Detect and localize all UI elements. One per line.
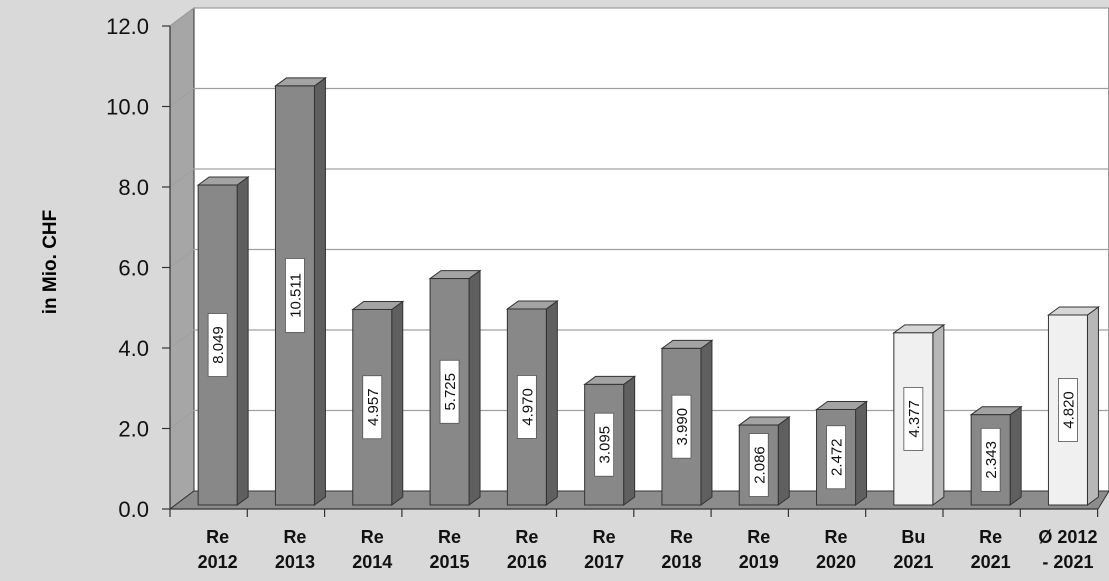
y-tick-label: 10.0 bbox=[106, 95, 149, 120]
bars bbox=[196, 76, 1100, 506]
bar-side bbox=[391, 300, 404, 506]
x-tick-label: Re bbox=[361, 527, 384, 547]
data-label-box bbox=[439, 359, 460, 424]
x-tick-label: 2014 bbox=[352, 552, 392, 572]
data-label-box bbox=[207, 313, 228, 377]
data-label-text: 3.990 bbox=[674, 408, 691, 446]
x-tick-label: 2019 bbox=[739, 552, 779, 572]
x-tick-label: Re bbox=[283, 527, 306, 547]
data-label-text: 8.049 bbox=[210, 326, 227, 364]
x-tick-label: Re bbox=[747, 527, 770, 547]
data-label-text: 4.970 bbox=[519, 388, 536, 426]
data-label-text: 5.725 bbox=[442, 373, 459, 411]
bar-side bbox=[313, 76, 326, 506]
x-tick-label: Re bbox=[670, 527, 693, 547]
y-tick-label: 2.0 bbox=[118, 417, 149, 442]
data-label-box bbox=[826, 425, 846, 490]
y-tick-label: 8.0 bbox=[118, 175, 149, 200]
bar-side bbox=[700, 339, 713, 506]
x-tick-label: 2020 bbox=[816, 552, 856, 572]
data-label: 4.820 bbox=[1058, 378, 1078, 442]
x-tick-label: 2021 bbox=[971, 552, 1011, 572]
x-tick-label: Re bbox=[206, 527, 229, 547]
x-tick-label: 2012 bbox=[198, 552, 238, 572]
x-tick-label: Re bbox=[593, 527, 616, 547]
data-label-box bbox=[594, 412, 615, 477]
data-label: 4.377 bbox=[903, 387, 924, 451]
bar-side bbox=[1009, 405, 1022, 506]
data-label-box bbox=[362, 375, 383, 440]
data-label: 10.511 bbox=[285, 258, 305, 333]
x-tick-label: 2015 bbox=[430, 552, 470, 572]
bar-side bbox=[236, 176, 249, 506]
bar-side bbox=[932, 323, 945, 506]
data-label: 3.095 bbox=[594, 412, 615, 477]
data-label: 3.990 bbox=[671, 394, 692, 459]
bar bbox=[428, 269, 482, 506]
data-labels: 8.049 10.511 4.957 5.725 4.970 3.095 3.990 2.08… bbox=[207, 258, 1078, 497]
x-tick-label: Re bbox=[438, 527, 461, 547]
data-label: 2.472 bbox=[826, 425, 846, 490]
x-tick-label: 2013 bbox=[275, 552, 315, 572]
gridline bbox=[169, 87, 1109, 107]
data-label-box bbox=[903, 387, 924, 451]
data-label: 5.725 bbox=[439, 359, 460, 424]
axes: 0.0 2.0 4.0 6.0 8.0 10.0 12.0 Re 2012 Re 2013 Re 201… bbox=[106, 14, 1099, 572]
y-tick-label: 12.0 bbox=[106, 14, 149, 39]
data-label: 8.049 bbox=[207, 313, 228, 377]
gridline bbox=[169, 7, 1109, 27]
bar-side bbox=[623, 375, 636, 506]
x-tick-label: Re bbox=[979, 527, 1002, 547]
data-label-box bbox=[671, 394, 692, 459]
x-tick-label: 2018 bbox=[661, 552, 701, 572]
data-label-box bbox=[285, 258, 305, 333]
x-tick-label: 2017 bbox=[584, 552, 624, 572]
gridline bbox=[169, 248, 1109, 268]
x-tick-label: Ø 2012 bbox=[1038, 527, 1097, 547]
bar-side bbox=[545, 299, 558, 506]
bar-side bbox=[777, 416, 790, 506]
bar-side bbox=[468, 269, 481, 506]
x-tick-label: Bu bbox=[901, 527, 925, 547]
y-tick-label: 4.0 bbox=[118, 336, 149, 361]
data-label-text: 10.511 bbox=[287, 273, 304, 318]
gridline bbox=[169, 409, 1109, 429]
x-tick-label: 2016 bbox=[507, 552, 547, 572]
x-tick-label: - 2021 bbox=[1042, 552, 1093, 572]
data-label-box bbox=[516, 375, 537, 439]
data-label-text: 2.472 bbox=[829, 438, 846, 476]
gridline bbox=[169, 329, 1109, 349]
y-tick-label: 0.0 bbox=[118, 497, 149, 522]
y-tick-label: 6.0 bbox=[118, 256, 149, 281]
data-label: 2.086 bbox=[748, 433, 769, 497]
data-label: 4.957 bbox=[362, 375, 383, 440]
gridlines bbox=[169, 7, 1109, 429]
data-label-text: 2.086 bbox=[751, 446, 768, 484]
data-label-text: 3.095 bbox=[597, 426, 614, 464]
data-label: 2.343 bbox=[980, 427, 1001, 492]
bar-side bbox=[1086, 306, 1099, 506]
y-axis-title: in Mio. CHF bbox=[40, 210, 61, 314]
x-tick-label: 2021 bbox=[893, 552, 933, 572]
x-tick-label: Re bbox=[515, 527, 538, 547]
data-label-text: 4.957 bbox=[365, 388, 382, 426]
data-label-box bbox=[1058, 378, 1078, 442]
data-label-box bbox=[980, 427, 1001, 492]
bar-side bbox=[855, 400, 868, 506]
data-label: 4.970 bbox=[516, 375, 537, 439]
data-label-text: 4.377 bbox=[906, 400, 923, 438]
data-label-box bbox=[748, 433, 769, 497]
gridline bbox=[169, 168, 1109, 188]
data-label-text: 2.343 bbox=[983, 441, 1000, 479]
bar bbox=[273, 76, 327, 506]
data-label-text: 4.820 bbox=[1060, 391, 1077, 429]
x-tick-label: Re bbox=[825, 527, 848, 547]
